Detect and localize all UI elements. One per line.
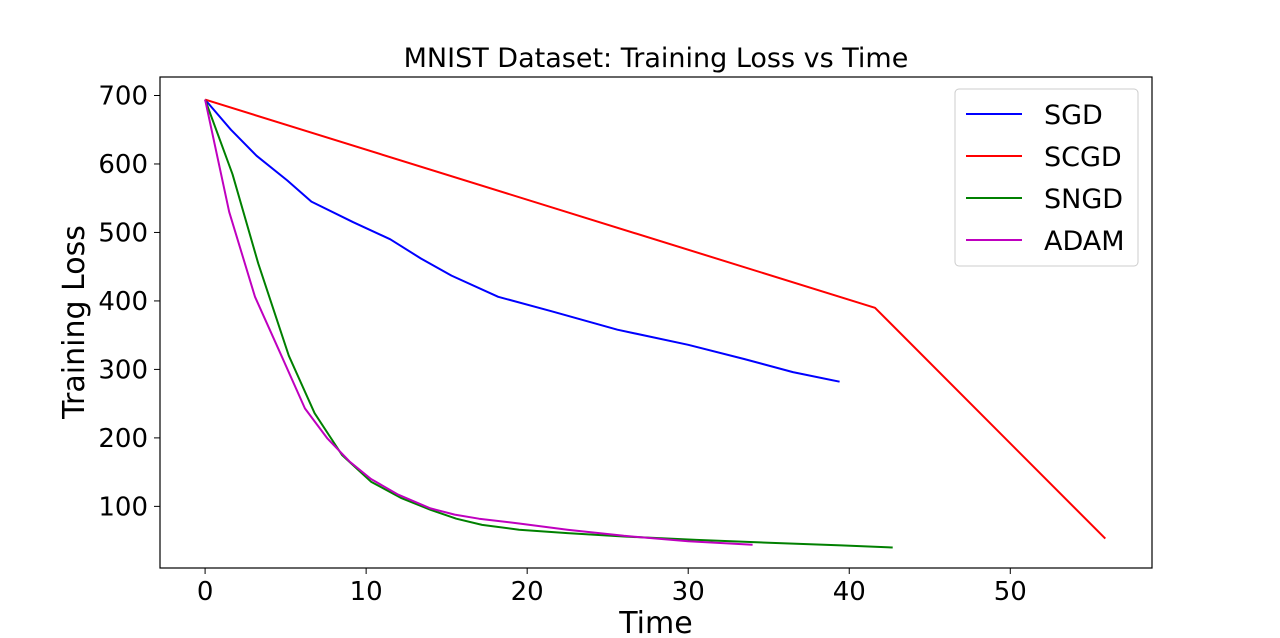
x-tick-label: 20 [511, 577, 544, 607]
legend-label-sgd: SGD [1044, 100, 1103, 131]
legend-label-adam: ADAM [1044, 226, 1125, 257]
series-layer [204, 98, 1107, 549]
series-line-adam [204, 99, 753, 546]
legend-label-sngd: SNGD [1044, 184, 1123, 215]
legend: SGD SCGD SNGD ADAM [954, 88, 1139, 267]
y-tick-label: 200 [98, 424, 148, 454]
y-tick-label: 100 [98, 492, 148, 522]
series-line-sngd [204, 99, 893, 549]
y-tick-label: 600 [98, 150, 148, 180]
y-axis-label: Training Loss [57, 225, 92, 420]
y-tick-label: 500 [98, 218, 148, 248]
x-axis-label: Time [618, 606, 692, 638]
tick-layer: 0 10 20 30 40 50 100 200 300 400 500 600 700 [98, 81, 1026, 607]
plot-frame [159, 76, 1153, 569]
x-tick-label: 50 [994, 577, 1027, 607]
x-tick-label: 30 [672, 577, 705, 607]
y-tick-label: 700 [98, 81, 148, 111]
x-tick-label: 10 [350, 577, 383, 607]
chart-title: MNIST Dataset: Training Loss vs Time [404, 43, 909, 74]
x-tick-label: 0 [197, 577, 214, 607]
x-tick-label: 40 [833, 577, 866, 607]
y-tick-label: 300 [98, 355, 148, 385]
legend-frame [954, 88, 1139, 267]
series-line-sgd [204, 98, 840, 383]
y-tick-label: 400 [98, 287, 148, 317]
series-line-scgd [204, 98, 1107, 540]
legend-label-scgd: SCGD [1044, 142, 1122, 173]
